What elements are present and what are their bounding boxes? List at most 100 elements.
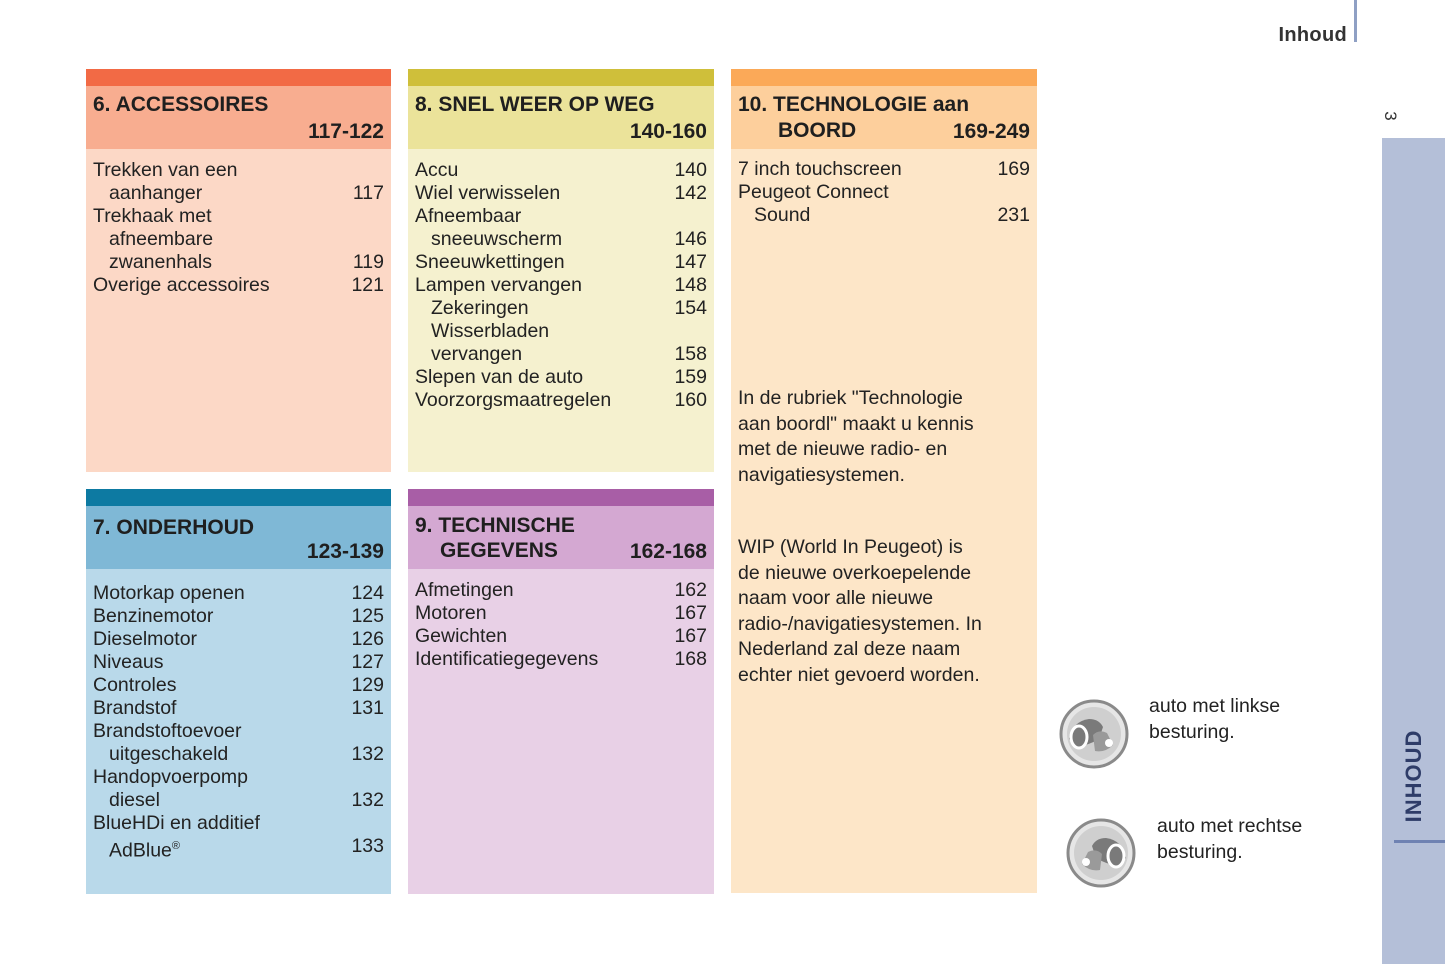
toc-entry-cont[interactable]: uitgeschakeld 132 <box>109 743 384 765</box>
section-pages: 162-168 <box>629 540 707 563</box>
section-stripe <box>731 69 1037 86</box>
section-technologie-aan-boord: 10. TECHNOLOGIE aan BOORD 169-249 7 inch… <box>731 69 1037 893</box>
section-header: 7. ONDERHOUD 123-139 <box>86 506 391 569</box>
page-number: 3 <box>1381 111 1400 121</box>
toc-subentry[interactable]: Wisserbladen <box>431 320 550 342</box>
toc-entry[interactable]: Motoren 167 <box>415 602 707 624</box>
toc-entry[interactable]: Identificatiegegevens 168 <box>415 648 707 670</box>
toc-page: 168 <box>674 648 707 670</box>
toc-page: 131 <box>351 697 384 719</box>
toc-entry[interactable]: Dieselmotor 126 <box>93 628 384 650</box>
left-hand-drive-icon <box>1059 699 1129 769</box>
section-body: Accu 140 Wiel verwisselen 142 Afneembaar s… <box>408 149 714 472</box>
section-title: 9. TECHNISCHE <box>415 514 575 537</box>
toc-entry-cont[interactable]: sneeuwscherm 146 <box>431 228 707 250</box>
toc-page: 132 <box>351 789 384 811</box>
toc-subentry[interactable]: Zekeringen 154 <box>431 297 707 319</box>
side-tab-divider <box>1394 840 1445 843</box>
right-hand-drive-icon <box>1066 818 1136 888</box>
toc-entry-cont[interactable]: afneembare <box>109 228 214 250</box>
toc-page: 121 <box>351 274 384 296</box>
toc-page: 169 <box>997 158 1030 180</box>
legend-right-hand-drive: auto met rechtse besturing. <box>1157 815 1303 863</box>
toc-entry[interactable]: Gewichten 167 <box>415 625 707 647</box>
section-title-line2: GEGEVENS <box>440 539 558 562</box>
section-title: 6. ACCESSOIRES <box>93 93 269 116</box>
toc-entry[interactable]: Brandstof 131 <box>93 697 384 719</box>
toc-entry[interactable]: Lampen vervangen 148 <box>415 274 707 296</box>
section-body: Afmetingen 162 Motoren 167 Gewichten 167 Id… <box>408 569 714 894</box>
toc-entry[interactable]: Peugeot Connect <box>738 181 889 203</box>
toc-page: 167 <box>674 625 707 647</box>
section-stripe <box>86 489 391 506</box>
toc-page: 124 <box>351 582 384 604</box>
toc-page: 125 <box>351 605 384 627</box>
toc-entry-cont[interactable]: diesel 132 <box>109 789 384 811</box>
section-title: 7. ONDERHOUD <box>93 516 255 539</box>
toc-entry[interactable]: Wiel verwisselen 142 <box>415 182 707 204</box>
toc-entry[interactable]: Sneeuwkettingen 147 <box>415 251 707 273</box>
toc-page: 167 <box>674 602 707 624</box>
section-header: 10. TECHNOLOGIE aan BOORD 169-249 <box>731 86 1037 149</box>
toc-subentry-cont[interactable]: vervangen 158 <box>431 343 707 365</box>
toc-page: 127 <box>351 651 384 673</box>
section-snel-weer-op-weg: 8. SNEL WEER OP WEG 140-160 Accu 140 Wiel… <box>408 69 714 472</box>
toc-entry[interactable]: Brandstoftoevoer <box>93 720 242 742</box>
section-body: Trekken van een aanhanger 117 Trekhaak me… <box>86 149 391 472</box>
toc-entry[interactable]: Trekken van een <box>93 159 238 181</box>
toc-entry[interactable]: Motorkap openen 124 <box>93 582 384 604</box>
section-pages: 123-139 <box>306 540 384 563</box>
section-stripe <box>86 69 391 86</box>
section-body: Motorkap openen 124 Benzinemotor 125 Diese… <box>86 569 391 894</box>
toc-entry[interactable]: Controles 129 <box>93 674 384 696</box>
side-tab-label: INHOUD <box>1400 729 1426 823</box>
toc-page: 133 <box>351 835 384 857</box>
toc-entry[interactable]: Handopvoerpomp <box>93 766 249 788</box>
toc-entry[interactable]: Voorzorgsmaatregelen 160 <box>415 389 707 411</box>
toc-entry[interactable]: 7 inch touchscreen 169 <box>738 158 1030 180</box>
section-title: 8. SNEL WEER OP WEG <box>415 93 655 116</box>
toc-page: 142 <box>674 182 707 204</box>
toc-entry[interactable]: BlueHDi en additief <box>93 812 260 834</box>
toc-page: 132 <box>351 743 384 765</box>
section-pages: 140-160 <box>629 120 707 143</box>
toc-page: 160 <box>674 389 707 411</box>
toc-entry-cont[interactable]: AdBlue® 133 <box>109 835 384 862</box>
section-title-line2: BOORD <box>778 119 857 142</box>
toc-page: 117 <box>352 182 384 204</box>
header-divider <box>1354 0 1357 42</box>
section-body: 7 inch touchscreen 169 Peugeot Connect So… <box>731 149 1037 893</box>
toc-entry-cont[interactable]: Sound 231 <box>754 204 1030 226</box>
section-onderhoud: 7. ONDERHOUD 123-139 Motorkap openen 124 … <box>86 489 391 894</box>
toc-page: 159 <box>674 366 707 388</box>
section-stripe <box>408 69 714 86</box>
toc-page: 119 <box>352 251 384 273</box>
section-pages: 169-249 <box>952 120 1030 143</box>
toc-entry[interactable]: Trekhaak met <box>93 205 212 227</box>
toc-entry[interactable]: Niveaus 127 <box>93 651 384 673</box>
section-title: 10. TECHNOLOGIE aan <box>738 93 970 116</box>
toc-page: 162 <box>674 579 707 601</box>
toc-entry-cont[interactable]: zwanenhals 119 <box>109 251 384 273</box>
side-tab <box>1382 138 1445 964</box>
toc-page: 147 <box>674 251 707 273</box>
section-stripe <box>408 489 714 506</box>
toc-page: 158 <box>674 343 707 365</box>
toc-entry[interactable]: Benzinemotor 125 <box>93 605 384 627</box>
toc-entry[interactable]: Slepen van de auto 159 <box>415 366 707 388</box>
section-header: 6. ACCESSOIRES 117-122 <box>86 86 391 149</box>
side-tab-label-box: INHOUD <box>1382 720 1445 832</box>
toc-entry-cont[interactable]: aanhanger 117 <box>109 182 384 204</box>
toc-entry[interactable]: Overige accessoires 121 <box>93 274 384 296</box>
toc-page: 126 <box>351 628 384 650</box>
section-technische-gegevens: 9. TECHNISCHE GEGEVENS 162-168 Afmetinge… <box>408 489 714 894</box>
wip-paragraph: WIP (World In Peugeot) is de nieuwe over… <box>738 536 982 686</box>
toc-entry[interactable]: Afneembaar <box>415 205 522 227</box>
section-header: 9. TECHNISCHE GEGEVENS 162-168 <box>408 506 714 569</box>
toc-page: 129 <box>351 674 384 696</box>
section-accessoires: 6. ACCESSOIRES 117-122 Trekken van een a… <box>86 69 391 472</box>
toc-entry[interactable]: Afmetingen 162 <box>415 579 707 601</box>
toc-page: 154 <box>674 297 707 319</box>
toc-entry[interactable]: Accu 140 <box>415 159 707 181</box>
toc-page: 148 <box>674 274 707 296</box>
